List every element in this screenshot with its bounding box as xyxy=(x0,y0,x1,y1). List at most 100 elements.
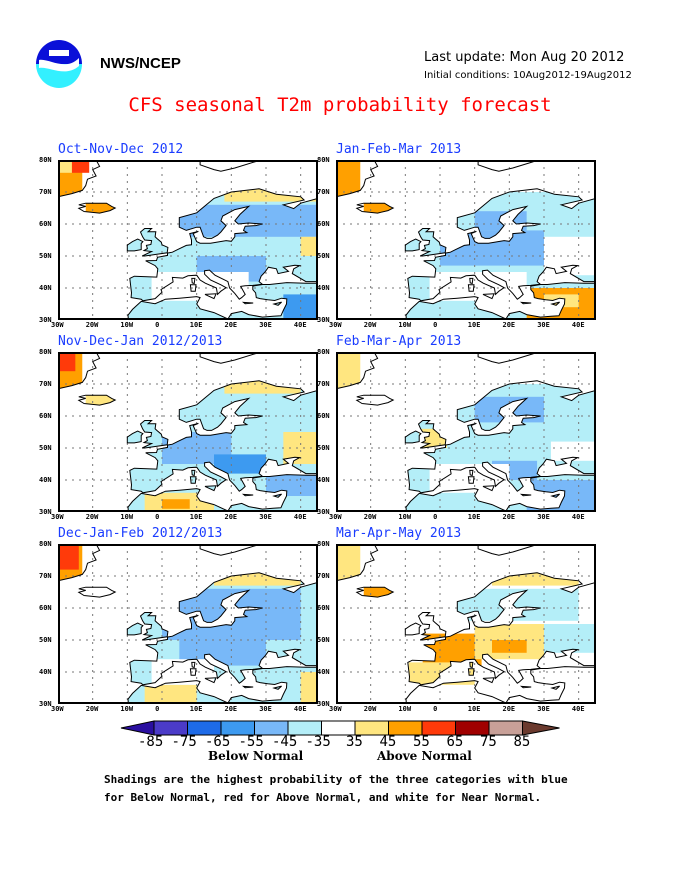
lon-tick-label: 40E xyxy=(571,321,585,329)
coastline xyxy=(407,188,596,302)
coastline xyxy=(550,493,560,498)
lon-tick-label: 40E xyxy=(571,513,585,521)
coastline xyxy=(139,612,169,641)
coastline xyxy=(241,301,254,305)
noaa-logo xyxy=(36,40,82,88)
below-normal-label: Below Normal xyxy=(208,749,304,763)
lon-tick-label: 20W xyxy=(363,321,377,329)
lon-tick-label: 10W xyxy=(398,513,412,521)
coastline xyxy=(126,430,144,444)
lat-tick-label: 30N xyxy=(39,508,52,516)
colorbar-swatch xyxy=(187,720,222,736)
lat-tick-label: 50N xyxy=(317,636,330,644)
colorbar-swatch xyxy=(488,720,523,736)
lon-tick-label: 20E xyxy=(224,513,238,521)
panel-title: Dec-Jan-Feb 2012/2013 xyxy=(58,526,223,541)
coastline xyxy=(241,493,254,497)
shading-region xyxy=(144,684,197,704)
coastline xyxy=(189,476,197,484)
lon-tick-label: 30E xyxy=(537,705,550,713)
lat-tick-label: 30N xyxy=(39,316,52,324)
coastline xyxy=(204,485,217,492)
lon-tick-label: 10W xyxy=(120,513,134,521)
shading-region xyxy=(408,662,440,685)
lat-tick-label: 60N xyxy=(39,412,52,420)
lon-tick-label: 30W xyxy=(329,321,342,329)
lon-tick-label: 20E xyxy=(502,705,516,713)
lon-tick-label: 0 xyxy=(433,513,438,521)
shading-region xyxy=(300,672,318,704)
shading-region xyxy=(550,441,596,461)
coastline xyxy=(336,544,379,582)
coastline xyxy=(467,476,475,484)
map-frame xyxy=(58,352,318,512)
colorbar-label: -35 xyxy=(305,734,331,750)
lat-tick-label: 80N xyxy=(317,540,330,548)
coastline xyxy=(58,352,101,390)
colorbar-swatch xyxy=(287,720,322,736)
colorbar-low-arrow xyxy=(120,720,155,736)
lon-tick-label: 20W xyxy=(85,321,99,329)
coastline xyxy=(77,586,117,598)
forecast-map xyxy=(336,544,596,704)
coastline xyxy=(58,544,101,582)
last-update: Last update: Mon Aug 20 2012 xyxy=(424,50,625,65)
map-frame xyxy=(336,352,596,512)
lon-tick-label: 10W xyxy=(398,321,412,329)
map-frame xyxy=(336,160,596,320)
colorbar-label: 75 xyxy=(480,734,497,750)
coastline xyxy=(272,493,282,498)
coastline xyxy=(482,677,495,684)
lat-tick-label: 50N xyxy=(39,444,52,452)
forecast-map xyxy=(336,352,596,512)
shading-region xyxy=(58,544,79,570)
colorbar-swatch xyxy=(254,720,289,736)
lon-tick-label: 10W xyxy=(120,705,134,713)
coastline xyxy=(482,293,495,300)
shading-region xyxy=(58,352,76,372)
lat-tick-label: 70N xyxy=(39,188,52,196)
lon-tick-label: 30E xyxy=(537,513,550,521)
lat-tick-label: 50N xyxy=(317,444,330,452)
forecast-map xyxy=(58,352,318,512)
coastline xyxy=(550,685,560,690)
lat-tick-label: 70N xyxy=(39,572,52,580)
colorbar-swatch xyxy=(354,720,389,736)
colorbar-label: -45 xyxy=(272,734,298,750)
lon-tick-label: 10E xyxy=(467,513,481,521)
panel-title: Mar-Apr-May 2013 xyxy=(336,526,462,541)
coastline xyxy=(204,677,217,684)
lat-tick-label: 50N xyxy=(39,252,52,260)
shading-region xyxy=(71,160,90,173)
coastline xyxy=(191,277,196,285)
shading-region xyxy=(526,480,596,512)
lon-tick-label: 10E xyxy=(189,321,203,329)
shading-region xyxy=(214,454,266,474)
lon-tick-label: 0 xyxy=(155,513,160,521)
lat-tick-label: 40N xyxy=(39,476,52,484)
lat-tick-label: 70N xyxy=(317,380,330,388)
coastline xyxy=(191,469,196,477)
coastline xyxy=(417,420,447,449)
coastline xyxy=(189,284,197,292)
lat-tick-label: 60N xyxy=(317,412,330,420)
coastline xyxy=(129,572,318,686)
shading-region xyxy=(151,659,214,685)
lat-tick-label: 50N xyxy=(39,636,52,644)
shading-region xyxy=(266,473,318,496)
coastline xyxy=(126,238,144,252)
shading-region xyxy=(336,160,361,199)
lon-tick-label: 20E xyxy=(224,321,238,329)
lat-tick-label: 40N xyxy=(39,668,52,676)
shading-region xyxy=(544,624,596,653)
coastline xyxy=(127,474,318,512)
lon-tick-label: 30E xyxy=(259,513,272,521)
coastline xyxy=(405,282,596,320)
lat-tick-label: 70N xyxy=(317,188,330,196)
coastline xyxy=(405,666,596,704)
panel-title: Feb-Mar-Apr 2013 xyxy=(336,334,462,349)
forecast-map xyxy=(336,160,596,320)
shading-region xyxy=(162,499,190,509)
colorbar-swatch xyxy=(321,720,356,736)
coastline xyxy=(469,277,474,285)
